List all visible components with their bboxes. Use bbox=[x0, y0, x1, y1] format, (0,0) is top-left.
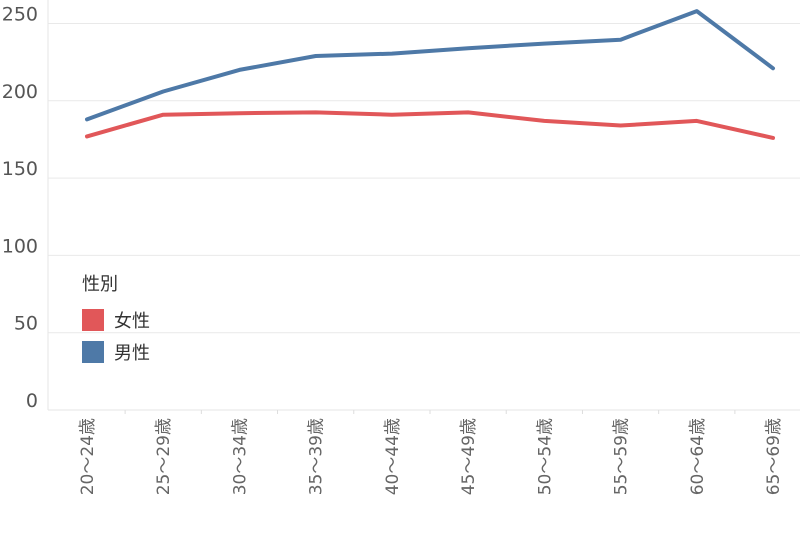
y-tick-label: 200 bbox=[2, 81, 38, 103]
x-tick-label: 60〜64歳 bbox=[688, 418, 708, 495]
data-point[interactable] bbox=[462, 106, 474, 118]
series-line-female[interactable] bbox=[85, 110, 775, 140]
data-point[interactable] bbox=[767, 132, 779, 144]
data-point[interactable] bbox=[615, 120, 627, 132]
x-tick-label: 50〜54歳 bbox=[535, 418, 555, 495]
data-point[interactable] bbox=[538, 38, 550, 50]
data-point[interactable] bbox=[538, 115, 550, 127]
legend-swatch-male bbox=[82, 341, 104, 363]
data-point[interactable] bbox=[615, 34, 627, 46]
y-axis: 0 50 100 150 200 250 bbox=[2, 4, 38, 413]
x-tick-label: 40〜44歳 bbox=[383, 418, 403, 495]
data-point[interactable] bbox=[462, 42, 474, 54]
y-tick-label: 50 bbox=[14, 313, 38, 335]
y-tick-label: 250 bbox=[2, 4, 38, 26]
y-tick-label: 0 bbox=[26, 390, 38, 412]
legend-label-female: 女性 bbox=[114, 311, 150, 332]
x-tick-label: 55〜59歳 bbox=[612, 418, 632, 495]
legend-label-male: 男性 bbox=[114, 343, 150, 364]
x-tick-label: 45〜49歳 bbox=[459, 418, 479, 495]
data-point[interactable] bbox=[691, 115, 703, 127]
grid-lines bbox=[47, 0, 800, 411]
x-tick-label: 25〜29歳 bbox=[154, 418, 174, 495]
y-tick-label: 100 bbox=[2, 235, 38, 257]
x-tick-label: 20〜24歳 bbox=[78, 418, 98, 495]
legend: 性別 女性 男性 bbox=[82, 270, 150, 368]
series-lines bbox=[81, 5, 779, 144]
data-point[interactable] bbox=[386, 109, 398, 121]
y-tick-label: 150 bbox=[2, 158, 38, 180]
data-point[interactable] bbox=[157, 86, 169, 98]
data-point[interactable] bbox=[233, 64, 245, 76]
data-point[interactable] bbox=[81, 130, 93, 142]
legend-item-female[interactable]: 女性 bbox=[82, 304, 150, 336]
x-axis: 20〜24歳 25〜29歳 30〜34歳 35〜39歳 40〜44歳 45〜49歳 50〜5… bbox=[78, 410, 784, 495]
data-point[interactable] bbox=[233, 107, 245, 119]
data-point[interactable] bbox=[767, 62, 779, 74]
x-tick-label: 65〜69歳 bbox=[764, 418, 784, 495]
data-point[interactable] bbox=[386, 48, 398, 60]
data-point[interactable] bbox=[691, 5, 703, 17]
data-point[interactable] bbox=[157, 109, 169, 121]
legend-swatch-female bbox=[82, 309, 104, 331]
x-tick-label: 30〜34歳 bbox=[230, 418, 250, 495]
legend-title: 性別 bbox=[82, 274, 118, 295]
series-line-male[interactable] bbox=[85, 9, 775, 122]
legend-item-male[interactable]: 男性 bbox=[82, 336, 150, 368]
data-point[interactable] bbox=[310, 50, 322, 62]
data-point[interactable] bbox=[310, 106, 322, 118]
data-point[interactable] bbox=[81, 113, 93, 125]
x-tick-label: 35〜39歳 bbox=[307, 418, 327, 495]
